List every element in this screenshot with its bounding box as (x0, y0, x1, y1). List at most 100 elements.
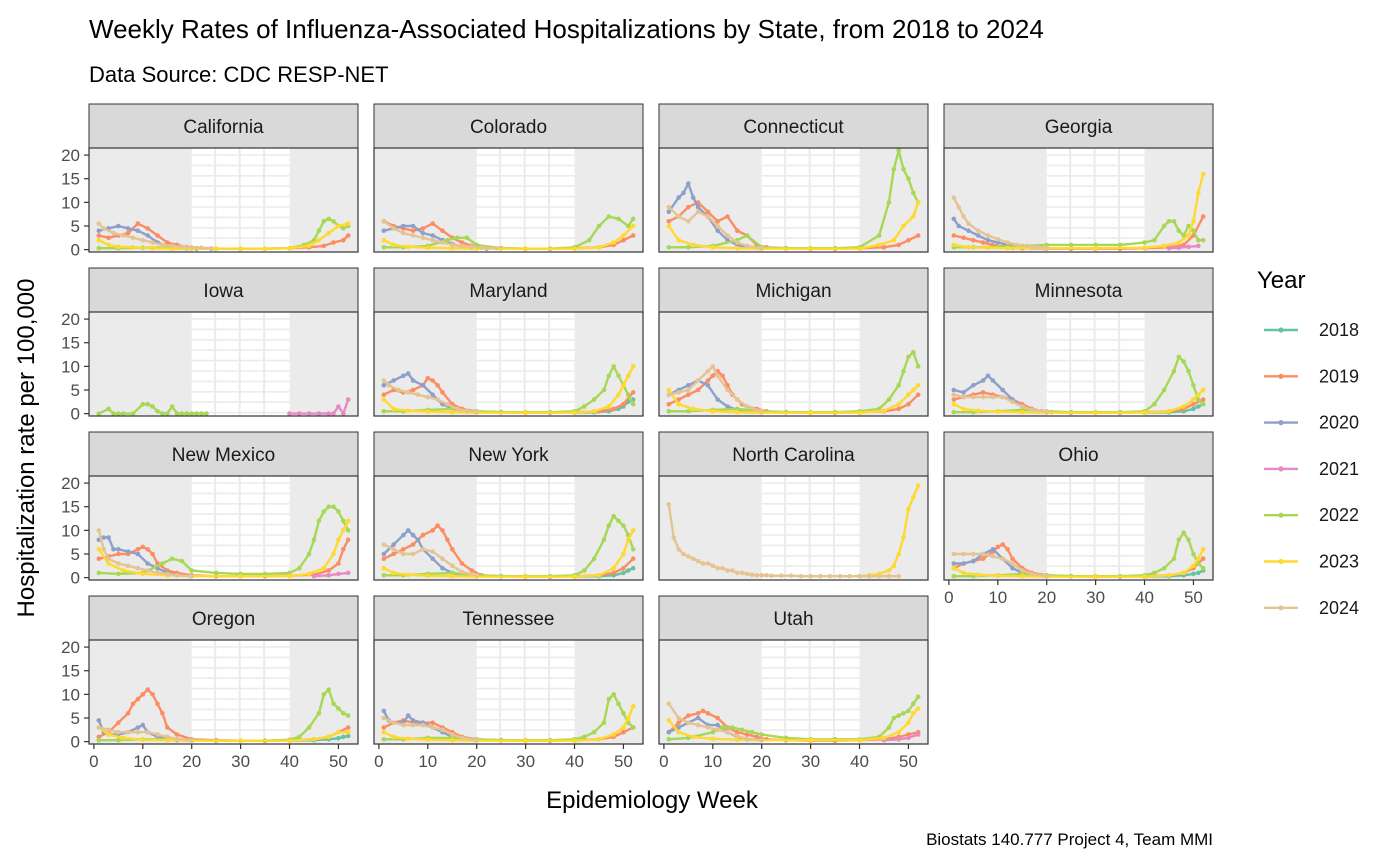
band-ohio (1046, 476, 1145, 580)
data-point (630, 703, 636, 709)
data-point (326, 504, 332, 510)
data-point (410, 532, 416, 538)
y-tick-label: 20 (61, 146, 80, 165)
data-point (671, 535, 676, 540)
data-point (165, 725, 170, 730)
data-point (381, 219, 387, 224)
data-point (788, 573, 794, 578)
data-point (381, 573, 387, 578)
data-point (700, 561, 706, 566)
data-point (1166, 245, 1172, 251)
data-point (735, 409, 740, 415)
data-point (1029, 571, 1035, 577)
data-point (1015, 242, 1020, 248)
data-point (915, 364, 921, 369)
data-point (450, 573, 455, 579)
data-point (896, 406, 901, 412)
data-point (985, 245, 991, 250)
series-ohio-2024 (951, 551, 1049, 579)
data-point (901, 167, 906, 172)
data-point (715, 228, 720, 233)
data-point (990, 547, 996, 552)
x-tick-label: 10 (988, 588, 1007, 607)
data-point (725, 729, 730, 735)
data-point (96, 734, 102, 740)
data-point (381, 551, 387, 557)
data-point (96, 528, 102, 533)
data-point (336, 571, 341, 577)
data-point (1191, 551, 1196, 557)
data-point (116, 411, 121, 416)
data-point (1181, 359, 1186, 364)
data-point (381, 556, 387, 561)
data-point (169, 404, 175, 409)
data-point (808, 737, 813, 743)
data-point (96, 411, 102, 416)
facet-panels: California 0 5 10 15 20 Colorado Connecticut Geo… (61, 103, 1214, 771)
series-georgia-2023 (951, 171, 1206, 251)
data-point (735, 737, 740, 742)
data-point (1196, 392, 1201, 398)
data-point (690, 406, 696, 412)
data-point (410, 233, 416, 238)
data-point (715, 219, 720, 224)
data-point (690, 195, 696, 200)
data-point (405, 736, 411, 742)
data-point (440, 240, 445, 245)
data-point (440, 727, 445, 733)
data-point (961, 406, 966, 412)
strip-label-new-york: New York (468, 445, 549, 466)
data-point (961, 390, 966, 395)
data-point (1142, 240, 1147, 245)
data-point (1166, 409, 1172, 414)
series-line-tennessee-2024 (383, 716, 477, 742)
data-point (1200, 237, 1206, 243)
data-point (381, 715, 387, 721)
data-point (980, 551, 986, 557)
data-point (469, 568, 475, 573)
data-point (1005, 547, 1010, 552)
data-point (676, 547, 681, 552)
data-point (616, 373, 621, 379)
data-point (798, 573, 804, 579)
data-point (1152, 401, 1157, 407)
data-point (980, 394, 986, 400)
data-point (401, 373, 406, 379)
data-point (735, 733, 740, 739)
data-point (405, 713, 411, 718)
legend-label: 2019 (1319, 366, 1359, 386)
data-point (951, 216, 957, 222)
legend-title: Year (1257, 267, 1306, 294)
data-point (336, 509, 341, 514)
legend-label: 2020 (1319, 413, 1359, 433)
panel-border-north-carolina (658, 475, 929, 581)
data-point (739, 570, 745, 576)
series-new-york-2023 (381, 528, 636, 579)
y-tick-label: 5 (71, 217, 80, 236)
legend-swatch-point (1278, 558, 1284, 565)
data-point (306, 551, 312, 557)
panel-georgia: Georgia (943, 103, 1214, 253)
data-point (345, 221, 351, 226)
data-point (730, 568, 735, 573)
data-point (735, 406, 740, 412)
data-point (169, 243, 175, 249)
data-point (391, 720, 396, 725)
data-point (135, 696, 141, 702)
series-california-2024 (96, 221, 214, 251)
strip-connecticut (658, 103, 929, 149)
data-point (155, 233, 160, 238)
data-point (725, 404, 730, 409)
data-point (591, 729, 597, 735)
series-line-california-2023 (98, 222, 349, 250)
data-point (396, 387, 401, 393)
data-point (464, 408, 470, 414)
data-point (827, 573, 833, 579)
data-point (572, 574, 577, 579)
data-point (401, 230, 406, 236)
y-tick-label: 15 (61, 498, 80, 517)
data-point (341, 528, 346, 533)
data-point (430, 549, 436, 554)
data-point (951, 551, 957, 557)
data-point (435, 383, 440, 388)
